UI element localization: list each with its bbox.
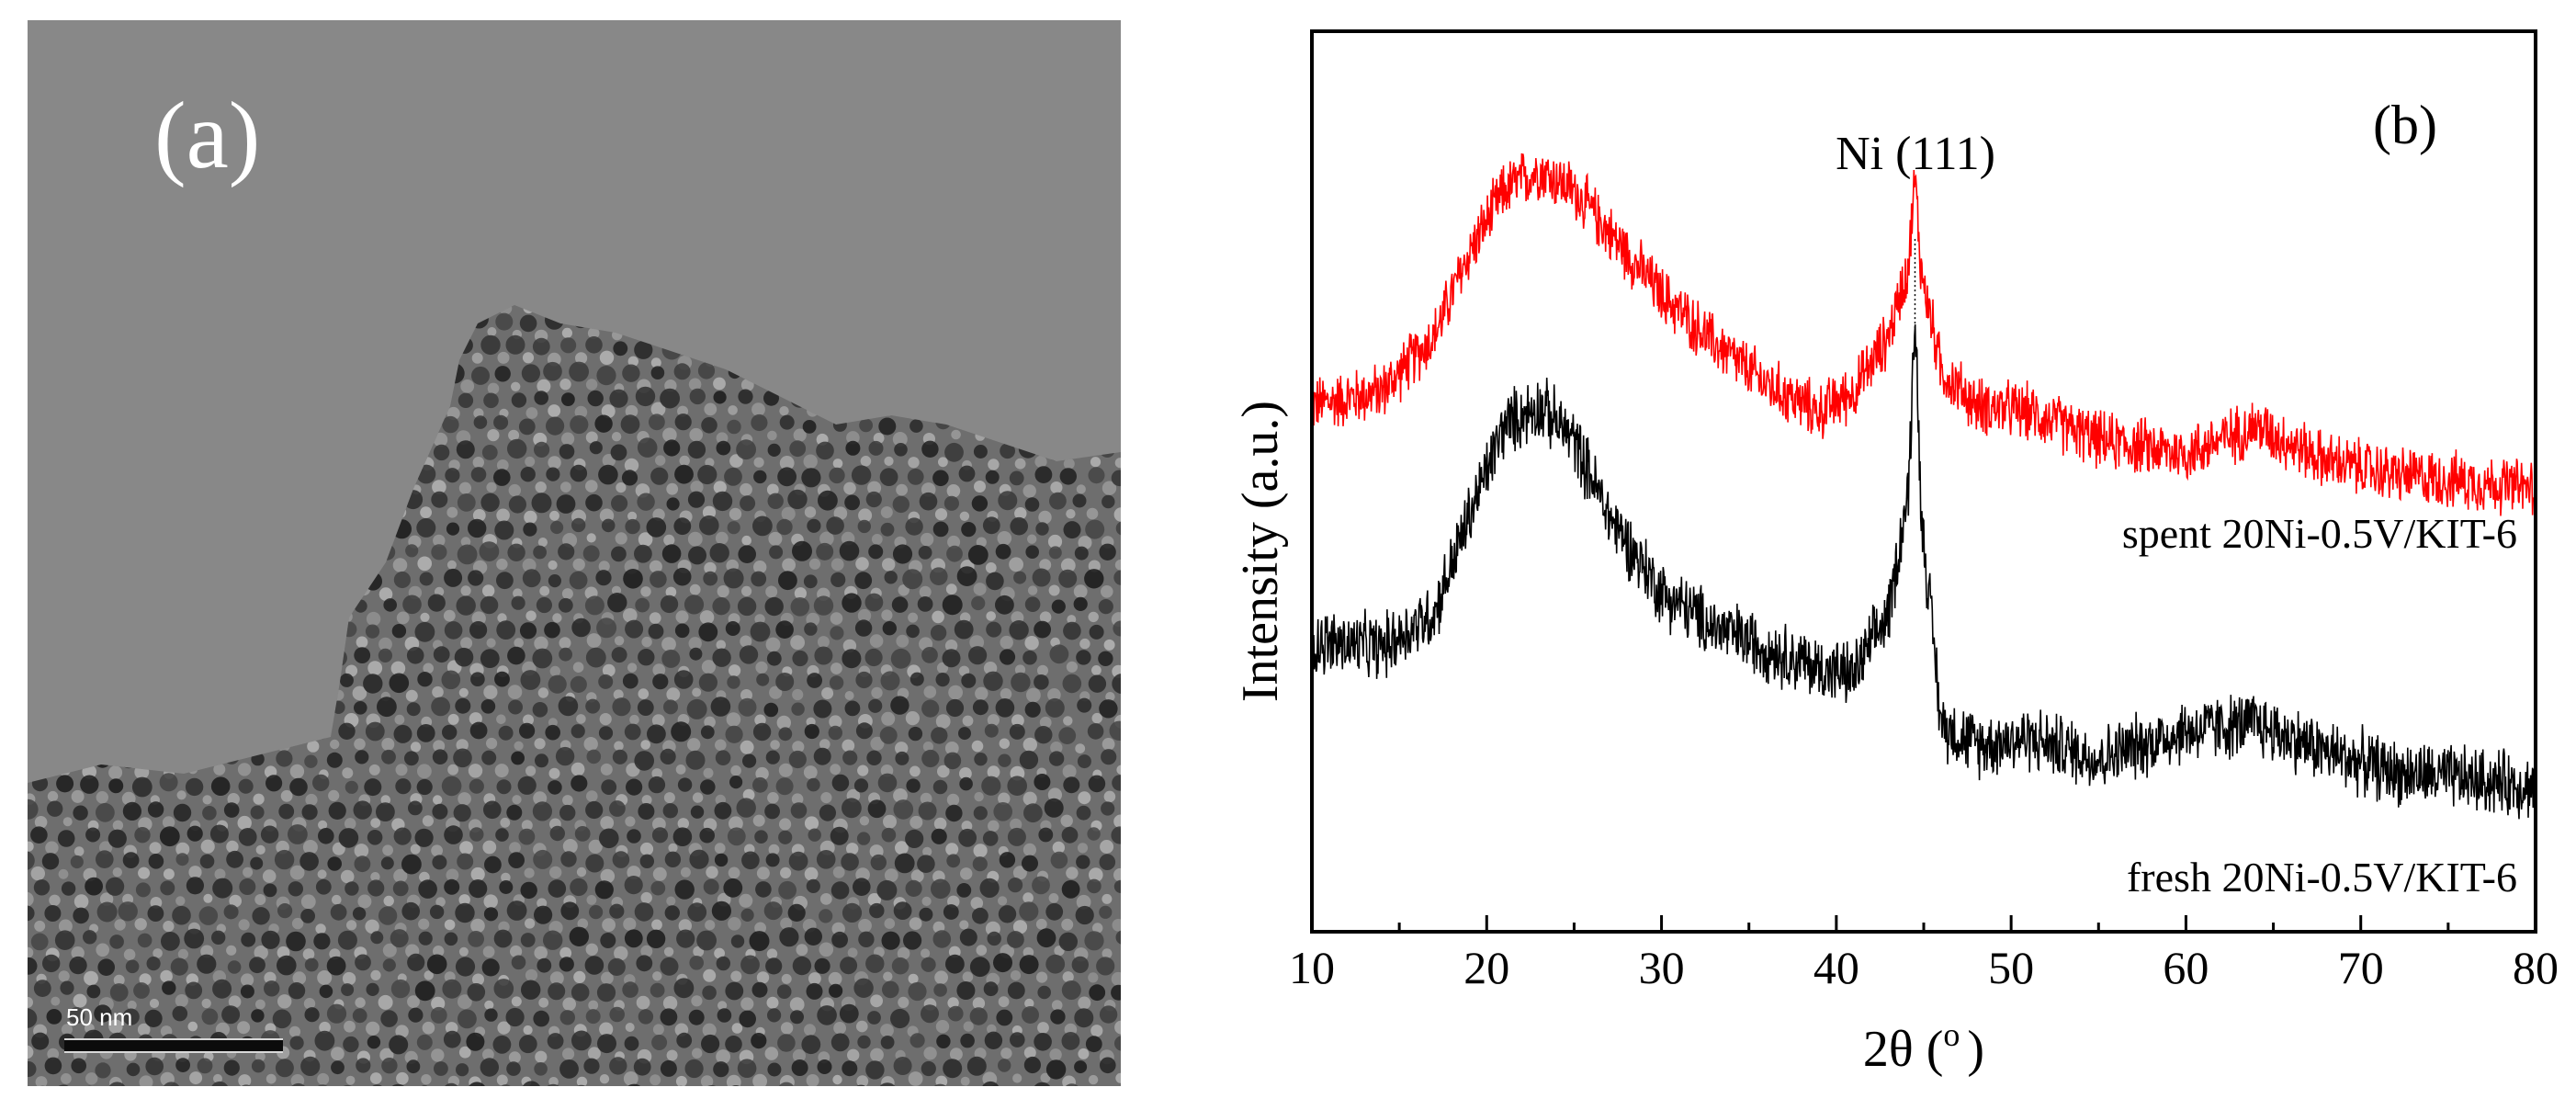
x-tick-label: 60 <box>2163 942 2209 993</box>
series-line-fresh <box>1311 324 2536 820</box>
x-axis-tick-labels: 10 20 30 40 50 60 70 80 <box>1289 942 2559 993</box>
plot-area <box>1311 153 2536 820</box>
x-tick-label: 30 <box>1639 942 1685 993</box>
panel-b-label: (b) <box>2373 95 2437 155</box>
x-tick-label: 20 <box>1463 942 1509 993</box>
x-axis-ticks <box>1310 915 2537 932</box>
panel-a-label: (a) <box>154 83 261 188</box>
scale-bar-label: 50 nm <box>66 1003 133 1031</box>
tem-micrograph <box>28 305 1121 1086</box>
peak-annotation: Ni (111) <box>1836 128 1995 180</box>
x-tick-label: 50 <box>1988 942 2034 993</box>
x-tick-label: 10 <box>1289 942 1335 993</box>
x-axis-label-main: 2θ ( <box>1863 1021 1943 1078</box>
legend-spent: spent 20Ni-0.5V/KIT-6 <box>2122 510 2517 557</box>
series-line-spent <box>1311 153 2536 516</box>
x-axis-label-close: ) <box>1967 1021 1984 1078</box>
legend-fresh: fresh 20Ni-0.5V/KIT-6 <box>2127 854 2517 900</box>
x-tick-label: 80 <box>2513 942 2559 993</box>
x-tick-label: 70 <box>2338 942 2384 993</box>
tem-micrograph-panel: (a) 50 nm <box>28 20 1121 1086</box>
x-axis-label: 2θ (o) <box>1863 1016 1984 1078</box>
x-tick-label: 40 <box>1813 942 1859 993</box>
scale-bar <box>64 1038 283 1053</box>
y-axis-label: Intensity (a.u.) <box>1232 401 1289 702</box>
x-axis-label-sup: o <box>1943 1016 1960 1053</box>
